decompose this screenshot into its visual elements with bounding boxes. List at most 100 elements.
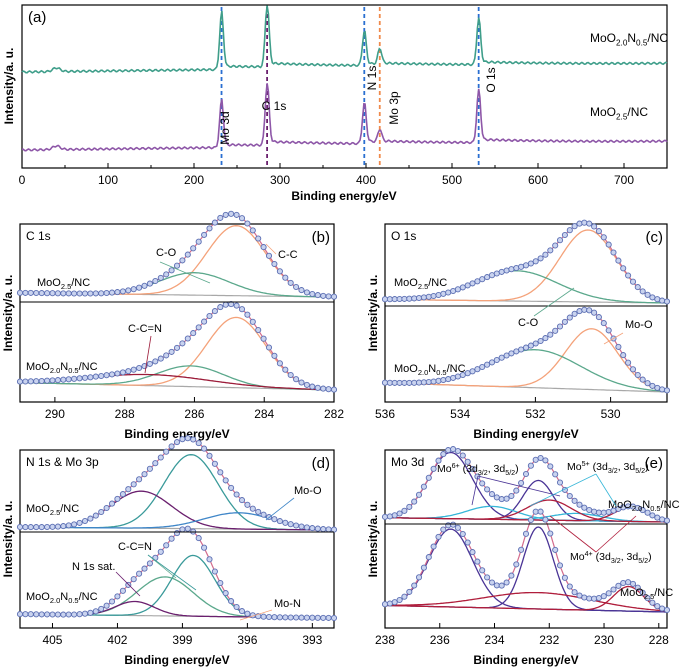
data-point-c <box>615 343 622 350</box>
data-point-b <box>38 377 45 385</box>
data-point-b <box>325 293 332 300</box>
data-point-d <box>184 525 191 532</box>
data-point-e <box>518 546 525 553</box>
data-point-b <box>201 318 208 325</box>
sample-label-d: MoO2.5​/NC <box>26 503 79 517</box>
data-point-d <box>65 611 72 618</box>
data-point-d <box>276 614 283 621</box>
x-tick-label-e: 238 <box>375 633 395 647</box>
data-point-c <box>435 377 442 384</box>
data-point-b <box>287 371 294 379</box>
data-point-b <box>22 289 29 296</box>
data-point-b <box>173 262 181 269</box>
annotation-a: Mo 3d <box>218 111 232 144</box>
data-point-e <box>639 589 646 596</box>
data-point-c <box>605 327 612 334</box>
data-point-b <box>233 302 240 309</box>
panel-label-a: (a) <box>28 9 46 26</box>
data-point-d <box>33 611 40 618</box>
data-point-e <box>556 479 564 486</box>
data-point-e <box>508 572 515 579</box>
envelope-d <box>20 437 335 531</box>
data-point-d <box>287 521 294 528</box>
component-c <box>385 328 668 392</box>
data-point-c <box>493 270 500 277</box>
data-point-d <box>195 440 202 447</box>
data-point-b <box>206 225 213 232</box>
data-point-d <box>255 508 262 515</box>
data-point-b <box>65 290 72 297</box>
annotation-c: C-O <box>518 317 539 329</box>
data-point-d <box>141 565 148 572</box>
data-point-b <box>130 366 137 373</box>
x-tick-label-a: 600 <box>528 173 548 187</box>
data-point-e <box>459 530 466 538</box>
data-point-d <box>92 608 99 615</box>
data-point-d <box>27 611 34 618</box>
panel-a-frame <box>21 4 668 169</box>
data-point-e <box>610 586 617 593</box>
data-point-b <box>303 289 310 296</box>
data-point-e <box>420 564 427 571</box>
data-point-c <box>634 371 641 379</box>
data-point-d <box>271 614 278 621</box>
x-tick-label-a: 300 <box>270 173 290 187</box>
data-point-c <box>595 228 602 235</box>
data-point-d <box>314 614 321 621</box>
data-point-d <box>293 614 300 621</box>
leader-line-b <box>144 335 152 374</box>
data-point-d <box>38 524 45 531</box>
panel-e: 238 236 234 232 230 228 Binding energy/eV Inten… <box>366 446 680 667</box>
data-point-d <box>157 548 164 555</box>
data-point-e <box>591 508 598 515</box>
x-tick-label-b: 288 <box>115 407 135 421</box>
data-point-b <box>249 227 256 234</box>
data-point-b <box>201 231 208 238</box>
data-point-c <box>537 337 544 345</box>
data-point-b <box>49 290 56 297</box>
data-point-b <box>190 245 197 252</box>
annotation-d: Mo-N <box>274 598 301 610</box>
data-point-d <box>44 523 51 531</box>
data-point-c <box>479 276 486 283</box>
data-point-e <box>561 574 568 581</box>
data-point-b <box>184 251 191 258</box>
data-point-d <box>130 576 137 583</box>
data-point-b <box>44 290 51 297</box>
x-tick-label-b: 286 <box>184 407 204 421</box>
data-point-c <box>430 292 437 300</box>
data-point-b <box>119 288 126 295</box>
x-tick-label-a: 100 <box>98 173 118 187</box>
data-point-b <box>271 260 278 268</box>
data-point-b <box>146 360 153 367</box>
data-point-e <box>591 595 598 602</box>
data-point-b <box>249 318 256 325</box>
x-tick-label-a: 0 <box>19 173 26 187</box>
data-point-e <box>406 503 413 510</box>
data-point-e <box>527 516 534 524</box>
data-point-b <box>54 290 61 297</box>
x-tick-label-e: 236 <box>430 633 450 647</box>
data-point-e <box>508 492 515 500</box>
data-point-e <box>620 579 627 587</box>
data-point-b <box>303 381 310 388</box>
data-point-e <box>401 507 408 514</box>
data-point-d <box>173 439 181 446</box>
data-point-e <box>659 605 666 612</box>
data-point-c <box>663 298 671 305</box>
annotation-e: Mo4+​ (3d3/2​, 3d5/2​) <box>570 550 652 565</box>
data-point-e <box>445 522 452 529</box>
data-point-c <box>420 379 427 386</box>
annotation-e: Mo5+​ (3d3/2​, 3d5/2​) <box>567 460 649 475</box>
data-point-e <box>401 593 408 600</box>
data-point-d <box>81 610 89 617</box>
leader-line-e <box>595 473 617 507</box>
x-tick-label-e: 232 <box>539 633 559 647</box>
data-point-c <box>659 297 666 304</box>
data-point-c <box>498 268 505 275</box>
data-point-e <box>629 580 637 587</box>
data-point-d <box>103 602 110 609</box>
data-point-e <box>488 579 496 586</box>
annotation-e: Mo6+​ (3d3/2​, 3d5/2​) <box>437 462 519 477</box>
data-point-d <box>244 610 251 617</box>
